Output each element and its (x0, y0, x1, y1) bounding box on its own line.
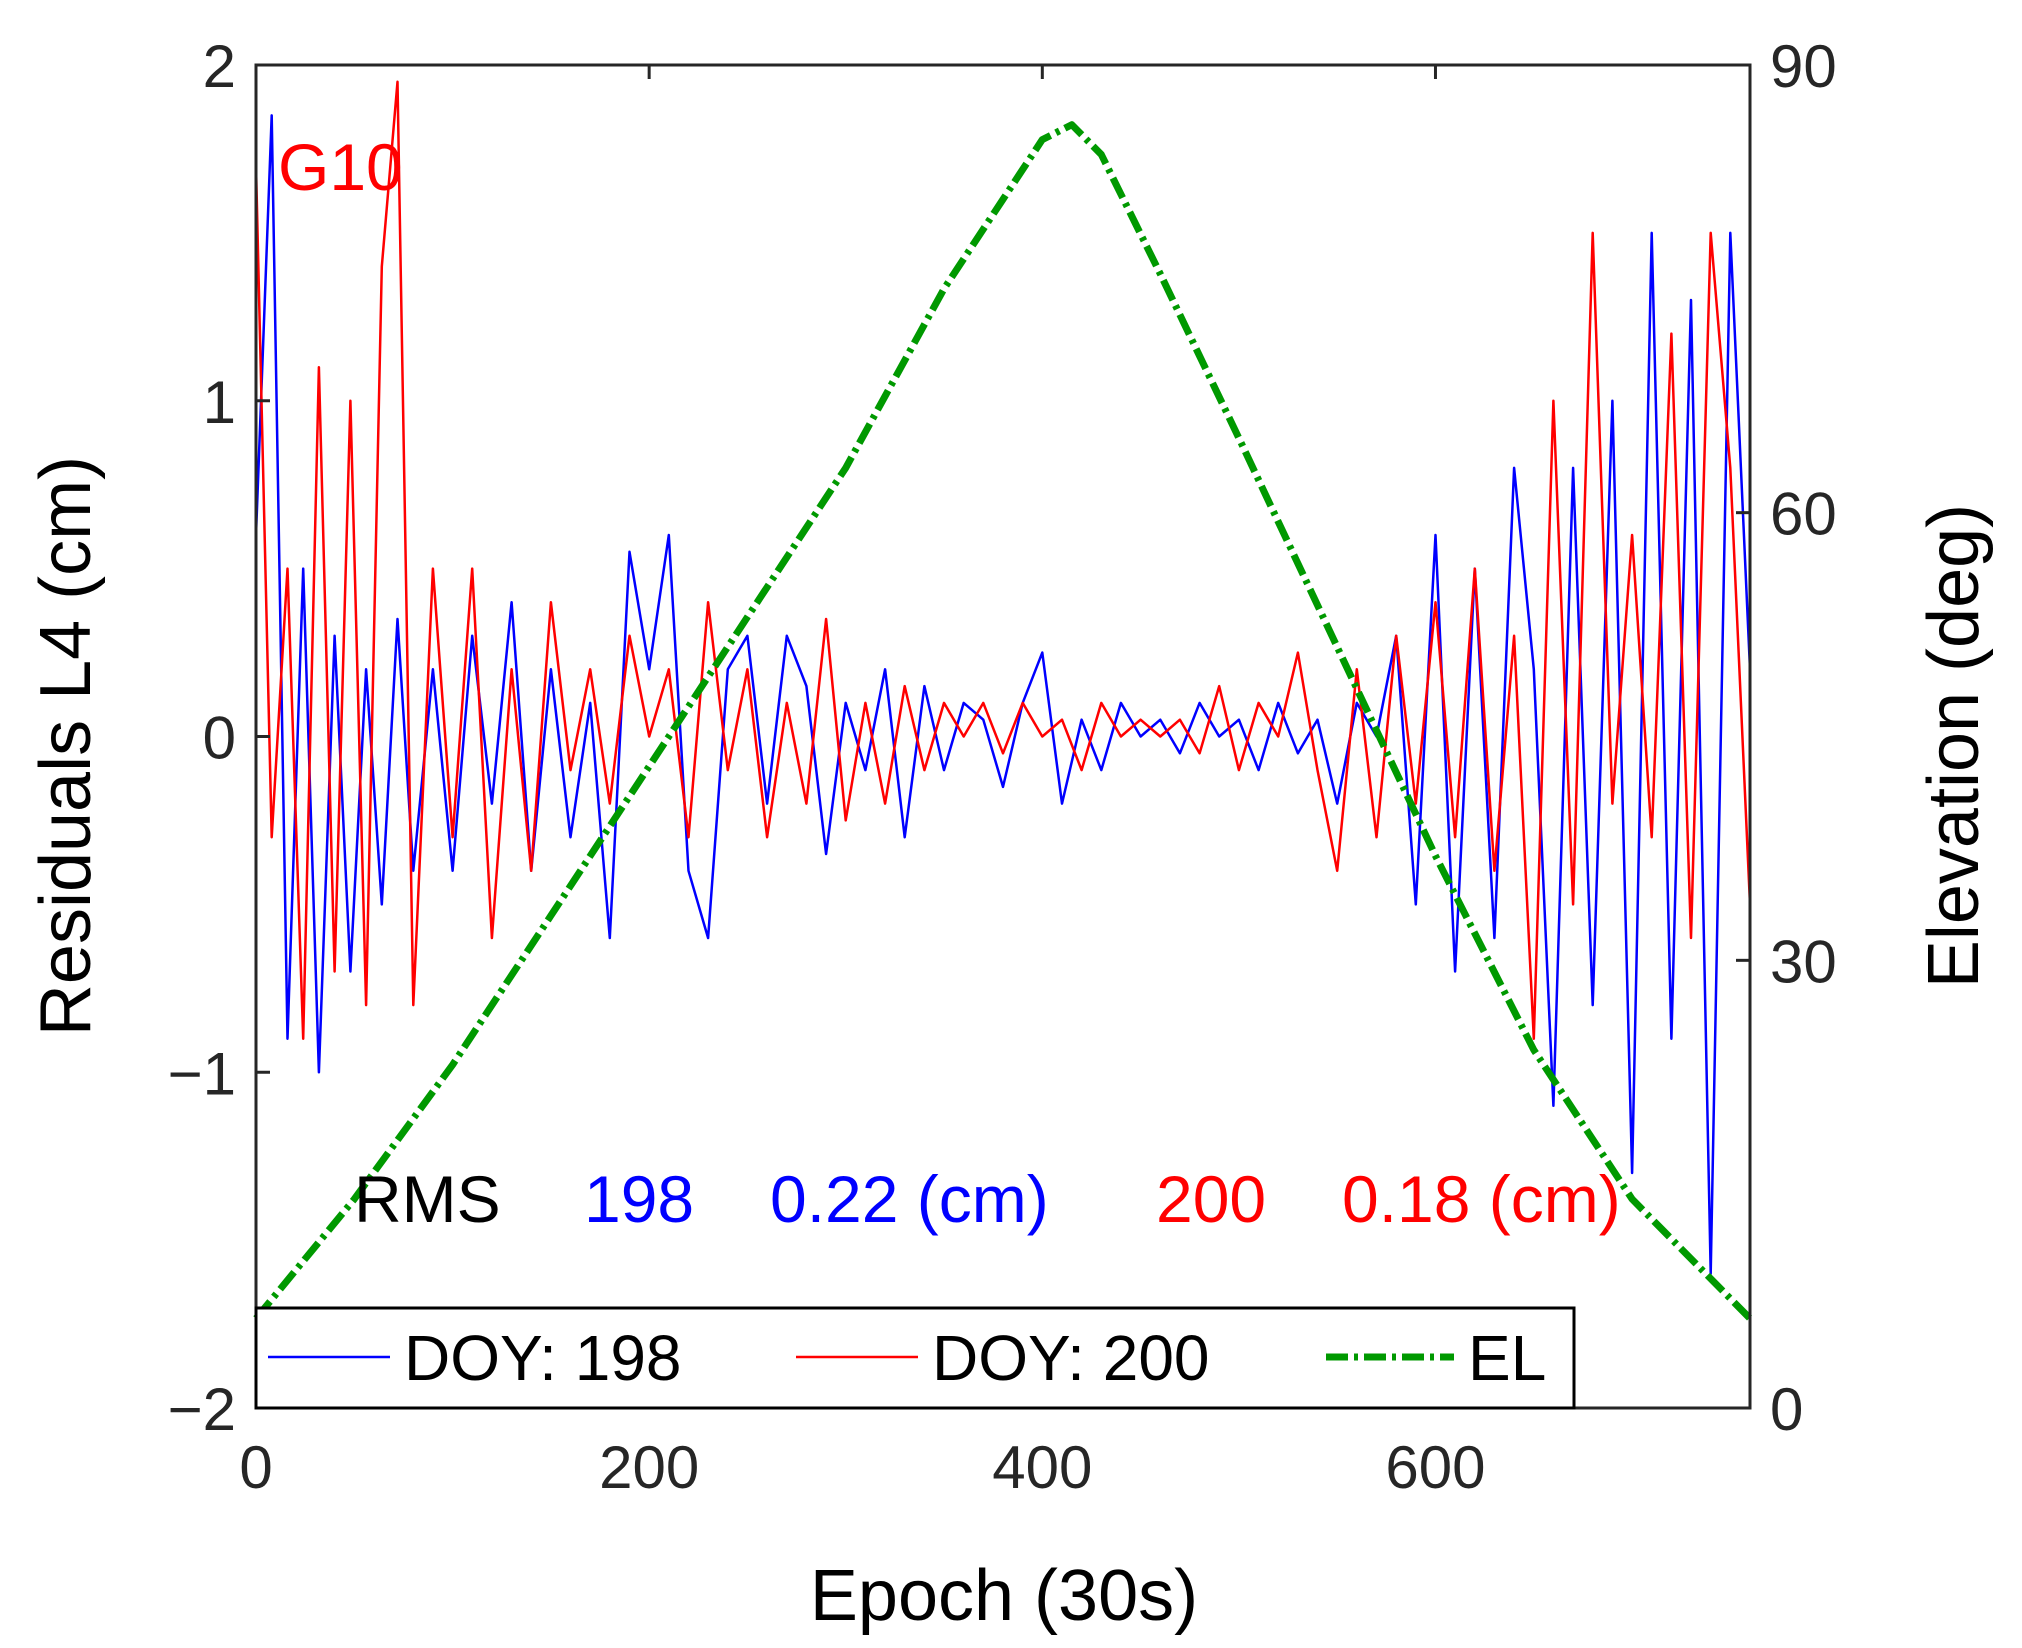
x-tick-label: 200 (599, 1434, 699, 1501)
legend-label-el: EL (1468, 1322, 1546, 1394)
y-tick-label: 2 (203, 33, 236, 100)
rms-value-198: 0.22 (cm) (770, 1162, 1049, 1236)
x-axis-title: Epoch (30s) (810, 1556, 1198, 1636)
y-tick-label: 0 (203, 705, 236, 772)
x-tick-label: 600 (1385, 1434, 1485, 1501)
y2-tick-label: 0 (1770, 1376, 1803, 1443)
y2-axis-title: Elevation (deg) (1914, 504, 1994, 988)
x-tick-label: 400 (992, 1434, 1092, 1501)
axes: 0 200 400 600 −2 −1 0 1 2 0 30 60 90 (168, 33, 1837, 1501)
series-line-el (253, 121, 1753, 1321)
satellite-label: G10 (278, 130, 403, 204)
y-tick-label: 1 (203, 369, 236, 436)
series-line-doy-200 (254, 80, 1752, 1040)
y-tick-label: −1 (168, 1040, 236, 1107)
rms-value-200: 0.18 (cm) (1342, 1162, 1621, 1236)
y2-tick-label: 60 (1770, 481, 1837, 548)
series-line-doy-198 (254, 114, 1752, 1275)
y-tick-label: −2 (168, 1376, 236, 1443)
rms-label: RMS (354, 1162, 501, 1236)
legend-label-198: DOY: 198 (404, 1322, 682, 1394)
x-tick-label: 0 (239, 1434, 272, 1501)
y2-tick-label: 30 (1770, 928, 1837, 995)
legend-label-200: DOY: 200 (932, 1322, 1210, 1394)
rms-doy-198: 198 (584, 1162, 694, 1236)
y2-tick-label: 90 (1770, 33, 1837, 100)
legend: DOY: 198 DOY: 200 EL (254, 1306, 1576, 1410)
plot-area (253, 80, 1753, 1321)
y-axis-title: Residuals L4 (cm) (26, 456, 106, 1036)
rms-doy-200: 200 (1156, 1162, 1266, 1236)
